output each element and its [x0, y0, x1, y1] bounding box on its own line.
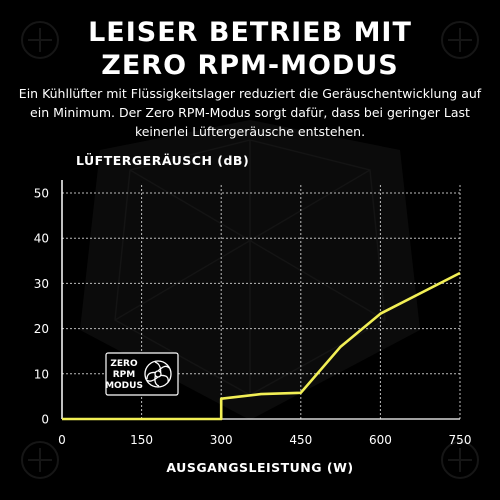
x-tick-label: 150	[130, 433, 153, 447]
zero-rpm-badge: ZERO RPM MODUS	[105, 352, 179, 396]
x-tick-labels: 0 150 300 450 600 750	[58, 433, 471, 447]
chart-grid	[62, 185, 461, 419]
x-tick-label: 450	[289, 433, 312, 447]
x-tick-label: 750	[449, 433, 472, 447]
x-tick-label: 600	[369, 433, 392, 447]
title-line-2: ZERO RPM-MODUS	[101, 50, 399, 81]
corner-screw-icon	[441, 441, 479, 479]
description-text: Ein Kühllüfter mit Flüssigkeitslager red…	[18, 86, 482, 139]
y-tick-label: 40	[34, 232, 49, 246]
x-axis-label: AUSGANGSLEISTUNG (W)	[166, 460, 353, 475]
y-tick-label: 30	[34, 277, 49, 291]
x-tick-label: 0	[58, 433, 66, 447]
y-tick-label: 20	[34, 322, 49, 336]
corner-screw-icon	[21, 21, 59, 59]
fan-icon	[144, 360, 172, 388]
y-tick-labels: 0 10 20 30 40 50	[34, 187, 49, 427]
x-tick-label: 300	[210, 433, 233, 447]
corner-screw-icon	[441, 21, 479, 59]
y-tick-label: 50	[34, 187, 49, 201]
y-tick-label: 10	[34, 367, 49, 381]
badge-line-3: MODUS	[105, 381, 143, 391]
series-line	[62, 271, 461, 421]
badge-line-2: RPM	[113, 370, 136, 380]
title-line-1: LEISER BETRIEB MIT	[88, 17, 412, 48]
corner-screw-icon	[21, 441, 59, 479]
y-axis-label: LÜFTERGERÄUSCH (dB)	[76, 153, 249, 168]
y-tick-label: 0	[41, 413, 49, 427]
chart-series	[61, 271, 461, 421]
badge-line-1: ZERO	[110, 359, 138, 369]
page-title: LEISER BETRIEB MIT ZERO RPM-MODUS	[0, 16, 500, 82]
